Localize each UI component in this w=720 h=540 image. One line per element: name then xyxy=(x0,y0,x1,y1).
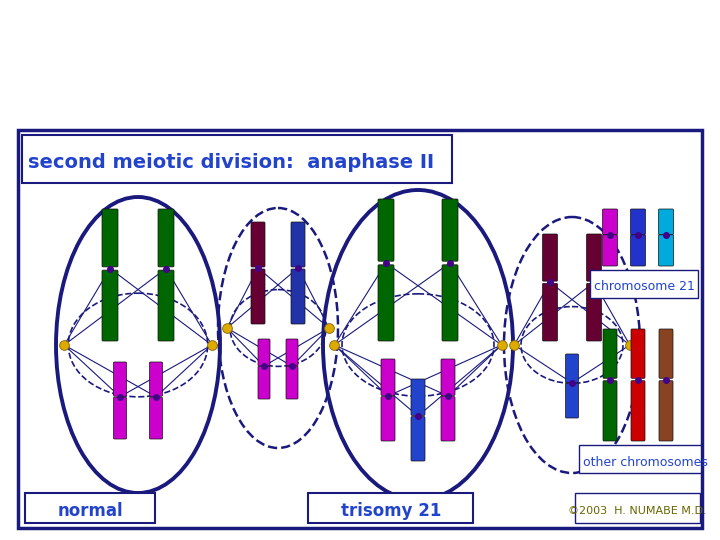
Text: second meiotic division:  anaphase II: second meiotic division: anaphase II xyxy=(28,153,434,172)
FancyBboxPatch shape xyxy=(603,209,618,235)
FancyBboxPatch shape xyxy=(575,493,700,523)
FancyBboxPatch shape xyxy=(102,209,118,267)
FancyBboxPatch shape xyxy=(631,329,645,379)
Text: ©2003  H. NUMABE M.D.: ©2003 H. NUMABE M.D. xyxy=(567,506,706,516)
FancyBboxPatch shape xyxy=(286,339,298,366)
FancyBboxPatch shape xyxy=(411,379,425,415)
FancyBboxPatch shape xyxy=(565,354,578,383)
FancyBboxPatch shape xyxy=(378,199,394,261)
FancyBboxPatch shape xyxy=(441,359,455,395)
FancyBboxPatch shape xyxy=(659,329,673,379)
FancyBboxPatch shape xyxy=(291,222,305,267)
FancyBboxPatch shape xyxy=(150,397,163,439)
FancyBboxPatch shape xyxy=(603,235,618,266)
FancyBboxPatch shape xyxy=(158,270,174,341)
FancyBboxPatch shape xyxy=(565,383,578,418)
FancyBboxPatch shape xyxy=(590,270,698,298)
FancyBboxPatch shape xyxy=(603,329,617,379)
FancyBboxPatch shape xyxy=(381,359,395,395)
FancyBboxPatch shape xyxy=(291,269,305,324)
Text: other chromosomes: other chromosomes xyxy=(583,456,708,469)
FancyBboxPatch shape xyxy=(442,199,458,261)
FancyBboxPatch shape xyxy=(603,381,617,441)
FancyBboxPatch shape xyxy=(25,493,155,523)
FancyBboxPatch shape xyxy=(659,381,673,441)
FancyBboxPatch shape xyxy=(631,209,646,235)
FancyBboxPatch shape xyxy=(22,135,452,183)
FancyBboxPatch shape xyxy=(442,265,458,341)
FancyBboxPatch shape xyxy=(158,209,174,267)
FancyBboxPatch shape xyxy=(114,397,127,439)
FancyBboxPatch shape xyxy=(251,222,265,267)
FancyBboxPatch shape xyxy=(18,130,702,528)
Text: normal: normal xyxy=(57,502,123,520)
FancyBboxPatch shape xyxy=(587,234,601,281)
FancyBboxPatch shape xyxy=(542,234,557,281)
FancyBboxPatch shape xyxy=(659,235,673,266)
Text: trisomy 21: trisomy 21 xyxy=(341,502,441,520)
FancyBboxPatch shape xyxy=(381,396,395,441)
FancyBboxPatch shape xyxy=(251,269,265,324)
FancyBboxPatch shape xyxy=(114,362,127,396)
FancyBboxPatch shape xyxy=(286,366,298,399)
FancyBboxPatch shape xyxy=(579,445,701,473)
FancyBboxPatch shape xyxy=(378,265,394,341)
FancyBboxPatch shape xyxy=(631,235,646,266)
FancyBboxPatch shape xyxy=(258,339,270,366)
FancyBboxPatch shape xyxy=(258,366,270,399)
FancyBboxPatch shape xyxy=(150,362,163,396)
FancyBboxPatch shape xyxy=(659,209,673,235)
FancyBboxPatch shape xyxy=(631,381,645,441)
FancyBboxPatch shape xyxy=(441,396,455,441)
FancyBboxPatch shape xyxy=(542,284,557,341)
FancyBboxPatch shape xyxy=(308,493,473,523)
FancyBboxPatch shape xyxy=(411,416,425,461)
FancyBboxPatch shape xyxy=(587,284,601,341)
Text: chromosome 21: chromosome 21 xyxy=(594,280,695,294)
FancyBboxPatch shape xyxy=(102,270,118,341)
